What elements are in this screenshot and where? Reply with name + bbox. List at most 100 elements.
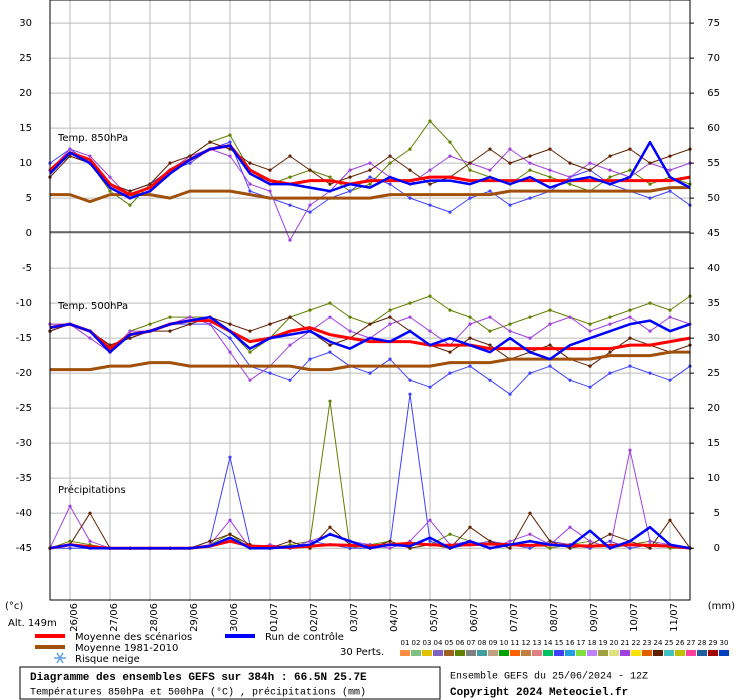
data-point bbox=[548, 343, 552, 347]
data-point bbox=[668, 189, 672, 193]
series-line bbox=[49, 144, 691, 197]
data-point bbox=[508, 392, 512, 396]
legend-label: 03 bbox=[423, 639, 432, 647]
data-point bbox=[448, 154, 452, 158]
legend-swatch bbox=[642, 650, 652, 656]
data-point bbox=[368, 168, 372, 172]
x-tick-label: 01/07 bbox=[269, 603, 280, 632]
data-point bbox=[308, 203, 312, 207]
data-point bbox=[488, 315, 492, 319]
data-point bbox=[548, 168, 552, 172]
data-point bbox=[468, 525, 472, 529]
data-point bbox=[448, 140, 452, 144]
y2-tick-label: 0 bbox=[714, 543, 720, 554]
data-point bbox=[268, 322, 272, 326]
data-point bbox=[348, 168, 352, 172]
y2-tick-label: 10 bbox=[707, 473, 720, 484]
data-point bbox=[568, 175, 572, 179]
data-point bbox=[328, 315, 332, 319]
legend-label: 07 bbox=[467, 639, 476, 647]
data-point bbox=[428, 119, 432, 123]
data-point bbox=[588, 385, 592, 389]
data-point bbox=[428, 518, 432, 522]
data-point bbox=[628, 308, 632, 312]
y-tick-label: -10 bbox=[16, 298, 32, 309]
data-point bbox=[368, 175, 372, 179]
data-point bbox=[568, 182, 572, 186]
data-point bbox=[268, 371, 272, 375]
data-point bbox=[328, 175, 332, 179]
y-tick-label: 25 bbox=[19, 53, 32, 64]
data-point bbox=[208, 322, 212, 326]
data-point bbox=[408, 315, 412, 319]
data-point bbox=[508, 539, 512, 543]
legend-label: Moyenne des scénarios bbox=[75, 631, 192, 643]
data-point bbox=[368, 182, 372, 186]
y2-tick-label: 40 bbox=[707, 263, 720, 274]
data-point bbox=[648, 161, 652, 165]
x-tick-label: 30/06 bbox=[229, 603, 240, 632]
y2-axis-label: (mm) bbox=[708, 601, 735, 612]
legend-label: Moyenne 1981-2010 bbox=[75, 643, 178, 654]
data-point bbox=[228, 350, 232, 354]
legend-label: Run de contrôle bbox=[265, 631, 344, 643]
data-point bbox=[588, 329, 592, 333]
y2-tick-label: 50 bbox=[707, 193, 720, 204]
data-point bbox=[568, 161, 572, 165]
panel-label: Temp. 850hPa bbox=[57, 133, 128, 144]
data-point bbox=[368, 322, 372, 326]
legend-label: 26 bbox=[676, 639, 685, 647]
data-point bbox=[288, 343, 292, 347]
y-tick-label: -35 bbox=[16, 473, 32, 484]
snow-icon bbox=[54, 652, 66, 664]
data-point bbox=[548, 322, 552, 326]
data-point bbox=[348, 546, 352, 550]
data-point bbox=[368, 161, 372, 165]
legend-label: 02 bbox=[412, 639, 421, 647]
legend-swatch bbox=[664, 650, 674, 656]
data-point bbox=[528, 196, 532, 200]
data-point bbox=[328, 399, 332, 403]
y2-tick-label: 75 bbox=[707, 18, 720, 29]
data-point bbox=[668, 308, 672, 312]
data-point bbox=[588, 322, 592, 326]
data-point bbox=[188, 161, 192, 165]
data-point bbox=[128, 189, 132, 193]
data-point bbox=[388, 308, 392, 312]
data-point bbox=[228, 140, 232, 144]
data-point bbox=[508, 147, 512, 151]
data-point bbox=[648, 182, 652, 186]
data-point bbox=[228, 455, 232, 459]
y2-tick-label: 60 bbox=[707, 123, 720, 134]
y-tick-label: -45 bbox=[16, 543, 32, 554]
legend-swatch bbox=[488, 650, 498, 656]
x-tick-label: 27/06 bbox=[109, 603, 120, 632]
data-point bbox=[168, 329, 172, 333]
legend-swatch bbox=[499, 650, 509, 656]
data-point bbox=[548, 539, 552, 543]
data-point bbox=[508, 161, 512, 165]
perts-label: 30 Perts. bbox=[340, 647, 384, 658]
legend-label: 28 bbox=[698, 639, 707, 647]
data-point bbox=[468, 161, 472, 165]
snow-label: Risque neige bbox=[75, 654, 140, 665]
data-point bbox=[628, 315, 632, 319]
data-point bbox=[388, 154, 392, 158]
data-point bbox=[108, 175, 112, 179]
copyright: Copyright 2024 Meteociel.fr bbox=[450, 687, 628, 699]
data-point bbox=[528, 315, 532, 319]
data-point bbox=[508, 329, 512, 333]
legend-label: 14 bbox=[544, 639, 553, 647]
data-point bbox=[388, 182, 392, 186]
x-tick-label: 03/07 bbox=[349, 603, 360, 632]
panel-label: Précipitations bbox=[58, 484, 126, 496]
data-point bbox=[548, 147, 552, 151]
data-point bbox=[428, 294, 432, 298]
data-point bbox=[408, 168, 412, 172]
legend-swatch bbox=[411, 650, 421, 656]
data-point bbox=[88, 336, 92, 340]
data-point bbox=[408, 147, 412, 151]
chart-title: Diagramme des ensembles GEFS sur 384h : … bbox=[30, 672, 367, 684]
